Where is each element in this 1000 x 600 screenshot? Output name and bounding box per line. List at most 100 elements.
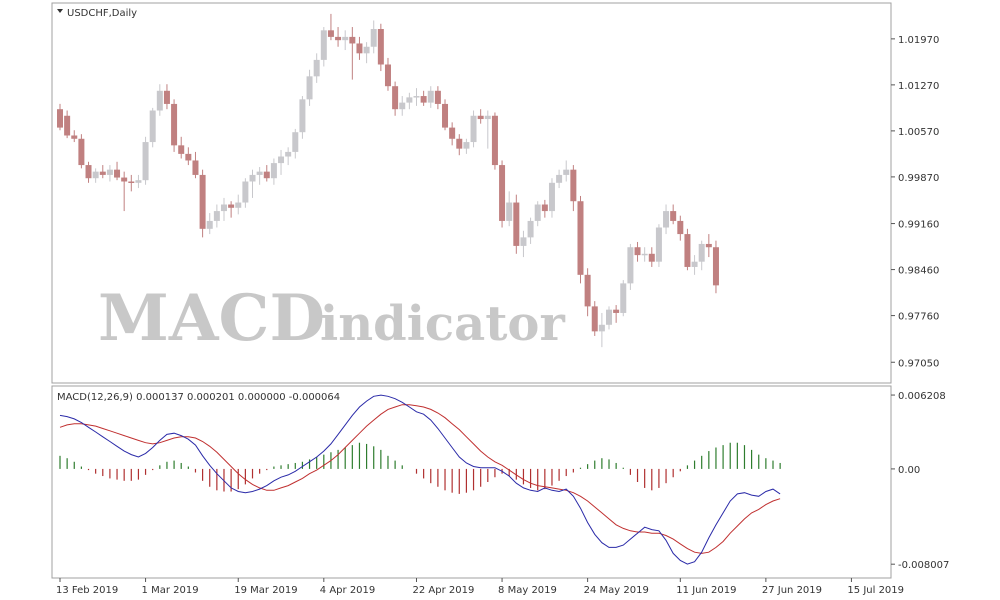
candle: [149, 107, 156, 148]
candle-body: [335, 36, 342, 41]
candle-body: [684, 234, 691, 267]
candle-body: [327, 30, 334, 37]
candle-body: [613, 309, 620, 313]
candle-body: [712, 247, 719, 286]
candle: [698, 240, 705, 271]
candle-body: [377, 29, 384, 65]
candle: [684, 228, 691, 271]
candle: [534, 201, 541, 227]
candle-body: [470, 115, 477, 143]
candle: [106, 165, 113, 182]
price-tick-label: 0.97760: [898, 312, 939, 323]
candle: [142, 136, 149, 185]
candle-body: [135, 180, 142, 183]
candle: [363, 42, 370, 64]
candle-body: [270, 163, 277, 179]
candle-body: [299, 99, 306, 133]
candle: [570, 165, 577, 212]
price-axis: 1.01970 1.01270 1.00570 0.99870 0.99160 0.984…: [891, 35, 939, 369]
candle-body: [185, 153, 192, 161]
candle-body: [163, 90, 170, 104]
candle-body: [456, 138, 463, 149]
candle: [613, 305, 620, 323]
candle-body: [548, 182, 555, 212]
candle-body: [92, 171, 99, 179]
candle: [506, 191, 513, 227]
candle: [406, 92, 413, 110]
candle-body: [570, 169, 577, 202]
candle-body: [85, 165, 92, 179]
candle: [449, 122, 456, 146]
candle-body: [427, 90, 434, 103]
candle: [577, 195, 584, 284]
candle-body: [235, 202, 242, 208]
candle-body: [320, 30, 327, 60]
candle-body: [192, 160, 199, 175]
candle: [313, 53, 320, 83]
candle-body: [577, 201, 584, 275]
candle-body: [178, 145, 185, 154]
candle-body: [513, 202, 520, 246]
candle: [591, 301, 598, 336]
price-tick-label: 1.01270: [898, 81, 939, 92]
candle: [220, 197, 227, 221]
candle: [420, 90, 427, 106]
candle: [606, 306, 613, 330]
candle: [135, 174, 142, 189]
candle: [413, 88, 420, 106]
candle-body: [156, 90, 163, 111]
candle-body: [342, 36, 349, 41]
candle: [712, 240, 719, 294]
candle-body: [142, 142, 149, 181]
macd-line: [59, 394, 781, 565]
candle: [655, 224, 662, 267]
candle-body: [57, 109, 63, 128]
macd-pane[interactable]: [51, 385, 892, 579]
candle-body: [213, 211, 220, 221]
triangle-down-icon[interactable]: [57, 9, 63, 13]
candle-body: [499, 165, 506, 221]
candle: [92, 168, 99, 183]
candle: [71, 130, 78, 143]
macd-header: MACD(12,26,9) 0.000137 0.000201 0.000000…: [57, 392, 340, 403]
candle: [456, 134, 463, 156]
candle: [156, 84, 163, 116]
candle-body: [356, 43, 363, 54]
candle-body: [256, 171, 263, 175]
candle-body: [114, 169, 121, 178]
candle: [349, 27, 356, 80]
candle: [320, 27, 327, 67]
price-pane[interactable]: [51, 2, 892, 384]
candle-body: [463, 142, 470, 149]
price-tick-label: 1.01970: [898, 35, 939, 46]
candle-body: [199, 174, 206, 229]
candle: [399, 96, 406, 116]
time-tick-label: 11 Jun 2019: [676, 585, 736, 596]
symbol-label: USDCHF,Daily: [67, 8, 137, 19]
watermark-macd: MACD: [98, 281, 325, 356]
candle: [484, 110, 491, 149]
candle-body: [71, 135, 78, 139]
candle: [513, 194, 520, 254]
candle-body: [106, 169, 113, 175]
candle: [178, 136, 185, 159]
candle: [677, 215, 684, 241]
candle: [463, 138, 470, 154]
candle: [491, 112, 498, 170]
candle: [442, 99, 449, 131]
price-tick-label: 0.98460: [898, 266, 939, 277]
candle: [263, 165, 270, 182]
candle: [563, 160, 570, 182]
candle: [278, 149, 285, 175]
candle: [392, 81, 399, 116]
candle-body: [648, 253, 655, 262]
candle-body: [520, 237, 527, 246]
candle: [598, 312, 605, 348]
time-tick-label: 8 May 2019: [498, 585, 557, 596]
candle: [163, 84, 170, 110]
candle-body: [627, 247, 634, 284]
candle-body: [705, 243, 712, 248]
candle-body: [655, 227, 662, 262]
candle-body: [420, 96, 427, 103]
